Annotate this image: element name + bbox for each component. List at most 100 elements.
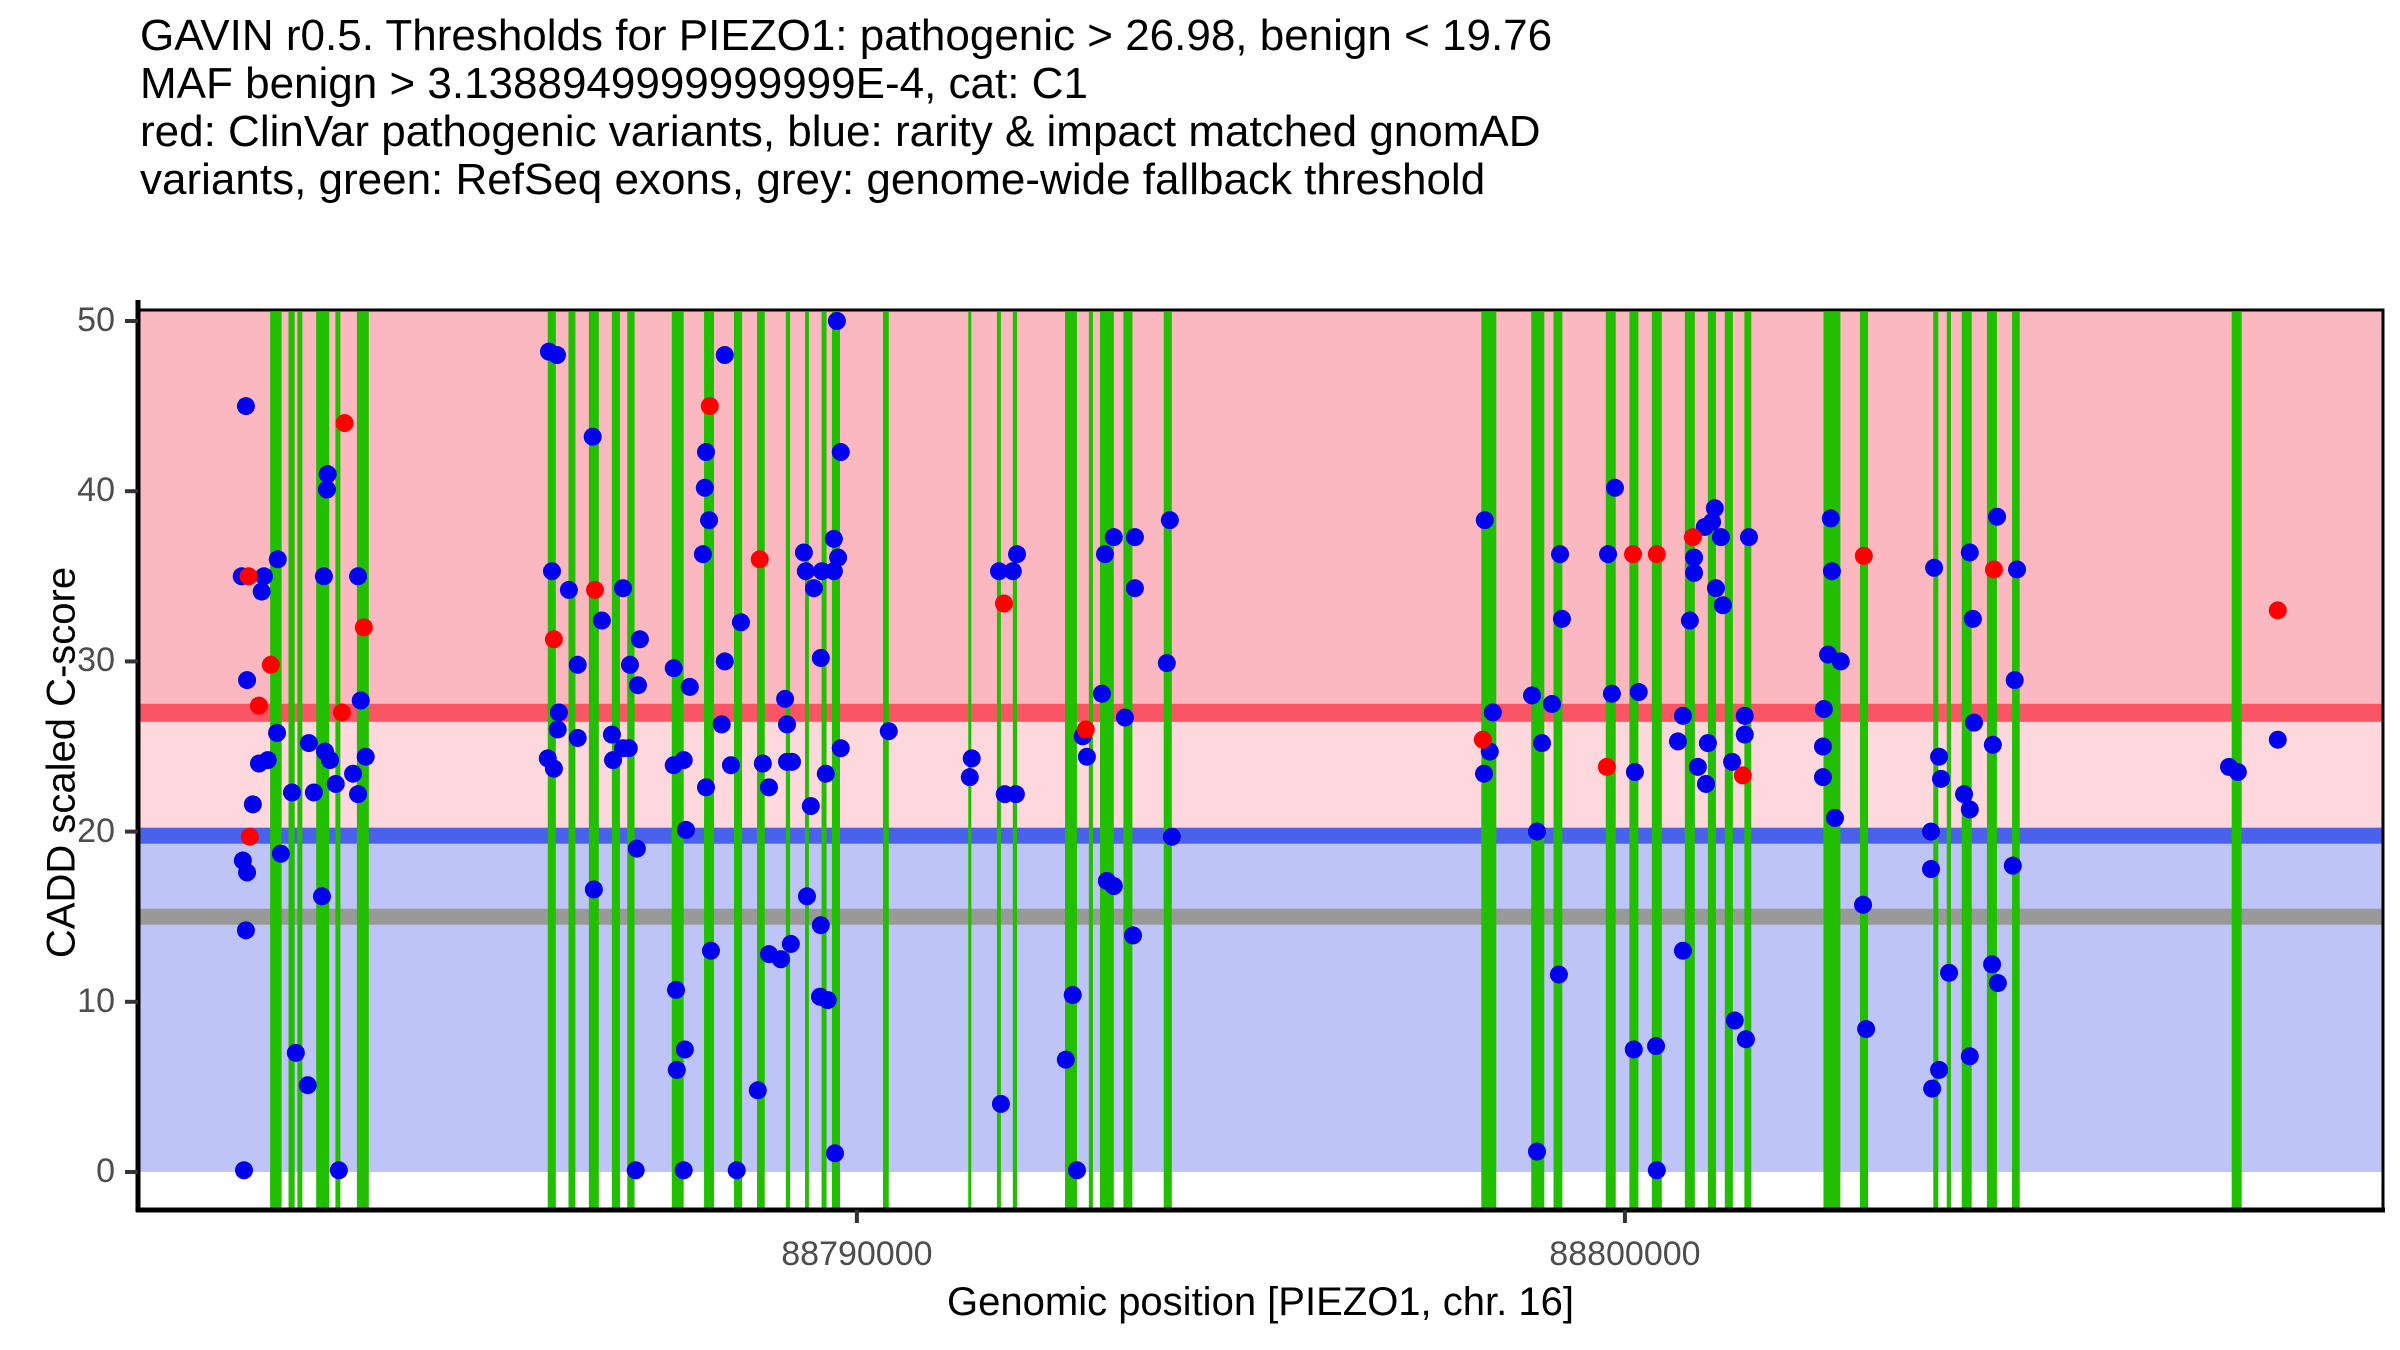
exon-line bbox=[1986, 312, 1997, 1208]
data-point-blue bbox=[1723, 752, 1742, 771]
data-point-red bbox=[2268, 601, 2287, 620]
data-point-blue bbox=[1527, 1142, 1546, 1161]
data-point-blue bbox=[811, 916, 830, 935]
exon-line bbox=[1065, 312, 1077, 1208]
data-point-blue bbox=[1599, 545, 1618, 564]
data-point-blue bbox=[1685, 563, 1704, 582]
exon-line bbox=[568, 312, 576, 1208]
data-point-blue bbox=[1814, 700, 1833, 719]
data-point-blue bbox=[349, 785, 368, 804]
x-axis-title: Genomic position [PIEZO1, chr. 16] bbox=[947, 1280, 1574, 1324]
data-point-red bbox=[1647, 545, 1666, 564]
data-point-blue bbox=[1527, 822, 1546, 841]
data-point-red bbox=[750, 550, 769, 569]
data-point-blue bbox=[1821, 509, 1840, 528]
exon-line bbox=[2231, 312, 2242, 1208]
data-point-blue bbox=[989, 562, 1008, 581]
chart-title-line-3: red: ClinVar pathogenic variants, blue: … bbox=[140, 107, 1541, 156]
data-point-blue bbox=[1063, 985, 1082, 1004]
fallback-threshold-line bbox=[138, 908, 2383, 925]
data-point-blue bbox=[1680, 611, 1699, 630]
data-point-blue bbox=[1922, 860, 1941, 879]
data-point-blue bbox=[626, 1161, 645, 1180]
data-point-blue bbox=[317, 480, 336, 499]
data-point-blue bbox=[701, 941, 720, 960]
data-point-blue bbox=[1930, 1060, 1949, 1079]
data-point-blue bbox=[667, 1060, 686, 1079]
data-point-blue bbox=[1965, 713, 1984, 732]
exon-line bbox=[1163, 312, 1172, 1208]
data-point-blue bbox=[1006, 785, 1025, 804]
data-point-blue bbox=[1647, 1161, 1666, 1180]
data-point-blue bbox=[1095, 545, 1114, 564]
x-tick-label: 88790000 bbox=[781, 1235, 933, 1273]
data-point-blue bbox=[1475, 511, 1494, 530]
data-point-blue bbox=[1983, 735, 2002, 754]
data-point-blue bbox=[1523, 686, 1542, 705]
data-point-blue bbox=[1551, 545, 1570, 564]
data-point-blue bbox=[962, 749, 981, 768]
data-point-blue bbox=[299, 734, 318, 753]
data-point-blue bbox=[1922, 822, 1941, 841]
data-point-blue bbox=[879, 722, 898, 741]
data-point-blue bbox=[344, 764, 363, 783]
y-tick-label: 10 bbox=[77, 981, 115, 1020]
data-point-blue bbox=[804, 579, 823, 598]
data-point-blue bbox=[298, 1076, 317, 1095]
band-intermediate bbox=[138, 712, 2383, 836]
chart-title-line-1: GAVIN r0.5. Thresholds for PIEZO1: patho… bbox=[140, 11, 1553, 60]
exon-line bbox=[627, 312, 635, 1208]
data-point-blue bbox=[816, 764, 835, 783]
data-point-blue bbox=[314, 567, 333, 586]
data-point-blue bbox=[1124, 926, 1143, 945]
data-point-blue bbox=[1825, 808, 1844, 827]
data-point-blue bbox=[1695, 517, 1714, 536]
data-point-blue bbox=[1532, 734, 1551, 753]
data-point-blue bbox=[1552, 609, 1571, 628]
exon-line bbox=[1684, 312, 1695, 1208]
data-point-blue bbox=[2228, 763, 2247, 782]
data-point-blue bbox=[1822, 562, 1841, 581]
data-point-blue bbox=[727, 1161, 746, 1180]
data-point-blue bbox=[827, 312, 846, 330]
data-point-blue bbox=[1673, 941, 1692, 960]
exon-line bbox=[1859, 312, 1869, 1208]
exon-line bbox=[288, 312, 295, 1208]
data-point-blue bbox=[542, 562, 561, 581]
exon-line bbox=[1744, 312, 1752, 1208]
data-point-blue bbox=[1668, 732, 1687, 751]
exon-line bbox=[1012, 312, 1018, 1208]
data-point-blue bbox=[1931, 769, 1950, 788]
data-point-blue bbox=[759, 778, 778, 797]
exon-line bbox=[1823, 312, 1841, 1208]
data-point-blue bbox=[2003, 856, 2022, 875]
data-point-blue bbox=[1125, 579, 1144, 598]
data-point-red bbox=[1984, 560, 2003, 579]
data-point-blue bbox=[271, 844, 290, 863]
data-point-blue bbox=[1735, 725, 1754, 744]
data-point-blue bbox=[1625, 763, 1644, 782]
exon-line bbox=[1961, 312, 1972, 1208]
data-point-blue bbox=[1115, 708, 1134, 727]
data-point-blue bbox=[960, 768, 979, 787]
data-point-blue bbox=[258, 751, 277, 770]
data-point-blue bbox=[1725, 1011, 1744, 1030]
data-point-blue bbox=[664, 756, 683, 775]
data-point-blue bbox=[2268, 730, 2287, 749]
data-point-blue bbox=[664, 659, 683, 678]
data-point-blue bbox=[252, 582, 271, 601]
data-point-blue bbox=[1067, 1161, 1086, 1180]
data-point-red bbox=[544, 630, 563, 649]
data-point-blue bbox=[1831, 652, 1850, 671]
data-point-blue bbox=[286, 1043, 305, 1062]
data-point-blue bbox=[329, 1161, 348, 1180]
data-point-blue bbox=[1125, 528, 1144, 547]
data-point-blue bbox=[326, 774, 345, 793]
data-point-blue bbox=[748, 1081, 767, 1100]
data-point-blue bbox=[568, 655, 587, 674]
data-point-blue bbox=[1988, 974, 2007, 993]
data-point-red bbox=[240, 827, 259, 846]
data-point-blue bbox=[794, 543, 813, 562]
data-point-blue bbox=[1092, 684, 1111, 703]
